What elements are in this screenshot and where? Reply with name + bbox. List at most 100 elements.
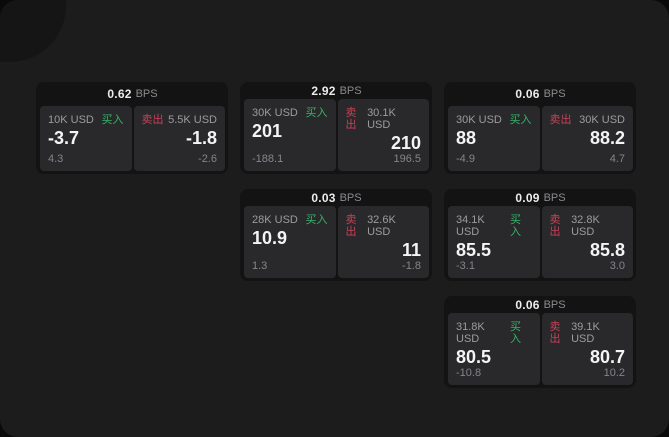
quote-card: 0.03 BPS 28K USD 买入 10.9 1.3 卖出 32.6K US… [240, 189, 432, 281]
buy-price: 88 [456, 128, 477, 148]
sell-price: 11 [401, 240, 421, 260]
spread-value: 0.09 [515, 190, 540, 205]
sell-pane-top: 卖出 39.1K USD [550, 321, 626, 345]
buy-price: 10.9 [252, 228, 288, 248]
sell-pane[interactable]: 卖出 30K USD 88.2 4.7 [541, 106, 633, 171]
buy-pane[interactable]: 10K USD 买入 -3.7 4.3 [40, 106, 132, 171]
bps-label: BPS [135, 88, 158, 100]
bps-label: BPS [543, 191, 566, 204]
spread-header: 0.06 BPS [448, 82, 633, 106]
sell-pane[interactable]: 卖出 32.8K USD 85.8 3.0 [541, 206, 633, 278]
sell-notional: 30.1K USD [367, 107, 396, 131]
buy-delta: 1.3 [252, 260, 268, 272]
quote-card: 2.92 BPS 30K USD 买入 201 -188.1 卖出 30.1K … [240, 82, 432, 174]
quote-card: 0.06 BPS 30K USD 买入 88 -4.9 卖出 30K USD 8… [444, 82, 636, 174]
buy-pane-top: 30K USD 买入 [456, 114, 532, 126]
spread-header: 0.06 BPS [448, 296, 633, 313]
quote-card-body: 34.1K USD 买入 85.5 -3.1 卖出 32.8K USD 85.8… [448, 206, 633, 278]
sell-pane-top: 卖出 32.6K USD [346, 214, 422, 238]
buy-delta: -188.1 [252, 153, 284, 165]
quote-card: 0.62 BPS 10K USD 买入 -3.7 4.3 卖出 5.5K USD… [36, 82, 228, 174]
sell-notional: 30K USD [579, 114, 625, 126]
buy-side-label: 买入 [509, 114, 532, 126]
buy-price: 201 [252, 121, 283, 141]
spread-value: 2.92 [311, 83, 336, 98]
sell-delta: -1.8 [402, 260, 421, 272]
buy-pane[interactable]: 30K USD 买入 201 -188.1 [244, 99, 336, 171]
buy-pane-top: 10K USD 买入 [48, 114, 124, 126]
sell-pane-top: 卖出 30.1K USD [346, 107, 422, 131]
buy-pane-top: 30K USD 买入 [252, 107, 328, 119]
bps-label: BPS [543, 88, 566, 100]
quote-card-body: 30K USD 买入 201 -188.1 卖出 30.1K USD 210 1… [244, 99, 429, 171]
spread-header: 0.09 BPS [448, 189, 633, 206]
sell-side-label: 卖出 [549, 214, 561, 238]
buy-pane[interactable]: 28K USD 买入 10.9 1.3 [244, 206, 336, 278]
buy-price: -3.7 [48, 128, 80, 148]
sell-side-label: 卖出 [345, 214, 357, 238]
sell-delta: 4.7 [609, 153, 625, 165]
sell-price: 88.2 [589, 128, 625, 148]
buy-delta: -3.1 [456, 260, 475, 272]
sell-price: 210 [390, 133, 421, 153]
sell-notional: 32.8K USD [571, 214, 600, 238]
buy-delta: 4.3 [48, 153, 64, 165]
sell-delta: 196.5 [393, 153, 421, 165]
buy-notional: 34.1K USD [456, 214, 485, 238]
buy-notional: 30K USD [252, 107, 298, 119]
buy-pane[interactable]: 30K USD 买入 88 -4.9 [448, 106, 540, 171]
spread-header: 0.03 BPS [244, 189, 429, 206]
bps-label: BPS [339, 191, 362, 204]
buy-side-label: 买入 [509, 214, 521, 238]
buy-side-label: 买入 [101, 114, 124, 126]
sell-side-label: 卖出 [345, 107, 357, 131]
quote-card-body: 30K USD 买入 88 -4.9 卖出 30K USD 88.2 4.7 [448, 106, 633, 171]
buy-notional: 31.8K USD [456, 321, 485, 345]
quotes-grid: 0.62 BPS 10K USD 买入 -3.7 4.3 卖出 5.5K USD… [36, 82, 636, 388]
spread-header: 2.92 BPS [244, 82, 429, 99]
buy-pane-top: 31.8K USD 买入 [456, 321, 532, 345]
buy-side-label: 买入 [509, 321, 521, 345]
sell-pane-top: 卖出 32.8K USD [550, 214, 626, 238]
sell-pane[interactable]: 卖出 39.1K USD 80.7 10.2 [541, 313, 633, 385]
sell-price: 85.8 [589, 240, 625, 260]
buy-price: 85.5 [456, 240, 492, 260]
sell-pane[interactable]: 卖出 5.5K USD -1.8 -2.6 [133, 106, 225, 171]
buy-side-label: 买入 [305, 107, 328, 119]
quote-card-body: 31.8K USD 买入 80.5 -10.8 卖出 39.1K USD 80.… [448, 313, 633, 385]
buy-delta: -4.9 [456, 153, 475, 165]
buy-notional: 10K USD [48, 114, 94, 126]
bps-label: BPS [339, 84, 362, 97]
sell-delta: 3.0 [609, 260, 625, 272]
sell-pane[interactable]: 卖出 32.6K USD 11 -1.8 [337, 206, 429, 278]
buy-side-label: 买入 [305, 214, 328, 226]
spread-value: 0.06 [515, 87, 540, 101]
quote-card-body: 28K USD 买入 10.9 1.3 卖出 32.6K USD 11 -1.8 [244, 206, 429, 278]
buy-pane[interactable]: 31.8K USD 买入 80.5 -10.8 [448, 313, 540, 385]
sell-delta: 10.2 [603, 367, 625, 379]
sell-notional: 32.6K USD [367, 214, 396, 238]
spread-header: 0.62 BPS [40, 82, 225, 106]
sell-notional: 5.5K USD [168, 114, 217, 126]
buy-pane-top: 34.1K USD 买入 [456, 214, 532, 238]
spread-value: 0.03 [311, 190, 336, 205]
sell-side-label: 卖出 [141, 114, 164, 126]
sell-side-label: 卖出 [549, 114, 572, 126]
buy-pane-top: 28K USD 买入 [252, 214, 328, 226]
sell-pane[interactable]: 卖出 30.1K USD 210 196.5 [337, 99, 429, 171]
sell-price: 80.7 [589, 347, 625, 367]
buy-price: 80.5 [456, 347, 492, 367]
sell-notional: 39.1K USD [571, 321, 600, 345]
sell-pane-top: 卖出 30K USD [550, 114, 626, 126]
buy-pane[interactable]: 34.1K USD 买入 85.5 -3.1 [448, 206, 540, 278]
buy-delta: -10.8 [456, 367, 482, 379]
quote-card: 0.09 BPS 34.1K USD 买入 85.5 -3.1 卖出 32.8K… [444, 189, 636, 281]
sell-delta: -2.6 [198, 153, 217, 165]
sell-side-label: 卖出 [549, 321, 561, 345]
spread-value: 0.62 [107, 87, 132, 101]
corner-cutout [0, 0, 66, 62]
sell-price: -1.8 [185, 128, 217, 148]
quote-card: 0.06 BPS 31.8K USD 买入 80.5 -10.8 卖出 39.1… [444, 296, 636, 388]
buy-notional: 30K USD [456, 114, 502, 126]
